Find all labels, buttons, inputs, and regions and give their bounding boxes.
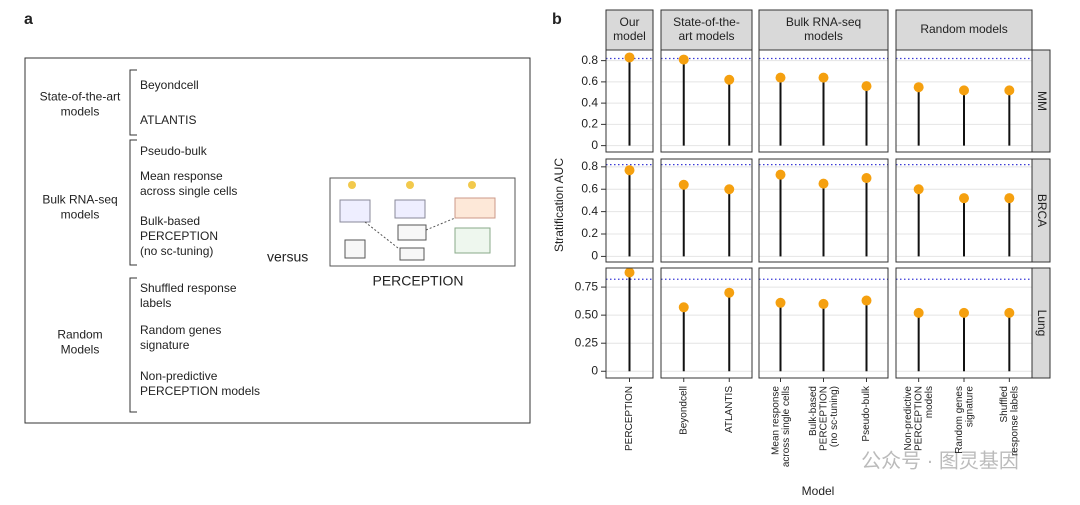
lollipop-point	[775, 297, 786, 308]
row-label: BRCA	[1035, 194, 1049, 227]
lollipop-point	[913, 307, 924, 318]
y-tick-label: 0.75	[575, 279, 599, 293]
x-tick-label: Non-predictivePERCEPTIONmodels	[903, 386, 935, 451]
y-tick-label: 0.2	[581, 226, 598, 240]
model-item: Pseudo-bulk	[140, 144, 208, 158]
perception-schematic	[329, 177, 516, 267]
facet-strip	[660, 9, 753, 51]
x-tick-label: ATLANTIS	[724, 386, 735, 433]
model-item: Non-predictive PERCEPTION models	[140, 369, 260, 398]
panel-a-frame	[24, 57, 531, 424]
model-item: Mean response across single cells	[140, 169, 237, 198]
lollipop-point	[959, 307, 969, 318]
facet-panel	[758, 158, 889, 263]
lollipop-point	[1004, 193, 1015, 204]
lollipop-point	[913, 82, 924, 93]
x-tick-label: Bulk-basedPERCEPTION(no sc-tuning)	[808, 386, 840, 451]
model-item: Random genes signature	[140, 323, 221, 352]
y-tick-label: 0.6	[581, 181, 598, 195]
facet-label: State-of-the-art models	[673, 15, 740, 43]
y-axis-label: Stratification AUC	[552, 158, 566, 252]
facet-strip	[605, 9, 654, 51]
lollipop-point	[678, 179, 689, 190]
lollipop-point	[861, 81, 872, 92]
y-tick-label: 0	[591, 249, 598, 263]
lollipop-point	[624, 165, 635, 176]
y-tick-label: 0.4	[581, 95, 598, 109]
x-tick-label: Mean responseacross single cells	[770, 386, 792, 468]
lollipop-point	[959, 85, 969, 96]
facet-panel	[605, 267, 654, 379]
perception-caption: PERCEPTION	[372, 273, 463, 289]
panel-label: a	[24, 11, 33, 28]
y-tick-label: 0.2	[581, 117, 598, 131]
lollipop-point	[724, 184, 735, 195]
versus-text: versus	[267, 249, 308, 265]
y-tick-label: 0.6	[581, 74, 598, 88]
facet-strip	[758, 9, 889, 51]
y-tick-label: 0	[591, 363, 598, 377]
bracket	[129, 69, 137, 136]
lollipop-point	[775, 169, 786, 180]
y-tick-label: 0	[591, 138, 598, 152]
model-item: Shuffled response labels	[140, 281, 237, 310]
model-item: ATLANTIS	[140, 113, 196, 127]
facet-panel	[660, 158, 753, 263]
facet-panel	[660, 49, 753, 153]
x-tick-label: Shuffledresponse labels	[999, 386, 1021, 456]
group-label: Random Models	[57, 328, 102, 357]
lollipop-point	[818, 72, 829, 83]
bracket	[129, 139, 137, 266]
y-tick-label: 0.8	[581, 159, 598, 173]
x-tick-label: PERCEPTION	[624, 386, 635, 451]
lollipop-point	[624, 52, 635, 63]
model-item: Beyondcell	[140, 78, 199, 92]
lollipop-point	[861, 295, 872, 306]
facet-panel	[660, 267, 753, 379]
y-tick-label: 0.4	[581, 204, 598, 218]
facet-strip	[895, 9, 1033, 51]
x-tick-label: Random genessignature	[953, 386, 975, 454]
y-tick-label: 0.8	[581, 53, 598, 67]
lollipop-point	[724, 74, 735, 85]
lollipop-point	[724, 287, 735, 298]
lollipop-point	[959, 193, 969, 204]
lollipop-point	[1004, 85, 1015, 96]
lollipop-point	[913, 184, 924, 195]
panel-label: b	[552, 11, 562, 28]
facet-label: Our model	[613, 15, 646, 43]
lollipop-point	[861, 173, 872, 184]
model-item: Bulk-based PERCEPTION (no sc-tuning)	[140, 214, 218, 258]
watermark: 公众号 · 图灵基因	[861, 449, 1019, 472]
group-label: State-of-the-art models	[40, 90, 121, 119]
facet-label: Random models	[920, 22, 1007, 36]
bracket	[129, 277, 137, 413]
facet-panel	[895, 49, 1033, 153]
x-tick-label: Pseudo-bulk	[861, 385, 872, 442]
row-label: MM	[1035, 91, 1049, 111]
facet-panel	[758, 49, 889, 153]
y-tick-label: 0.25	[575, 335, 599, 349]
facet-panel	[605, 158, 654, 263]
lollipop-point	[775, 72, 786, 83]
lollipop-point	[624, 267, 635, 278]
x-tick-label: Beyondcell	[678, 386, 689, 435]
lollipop-point	[818, 178, 829, 189]
group-label: Bulk RNA-seq models	[42, 193, 117, 222]
lollipop-point	[678, 302, 689, 313]
facet-panel	[895, 158, 1033, 263]
facet-label: Bulk RNA-seq models	[786, 15, 861, 43]
x-axis-label: Model	[802, 484, 835, 498]
facet-panel	[895, 267, 1033, 379]
facet-panel	[605, 49, 654, 153]
lollipop-point	[818, 298, 829, 309]
facet-panel	[758, 267, 889, 379]
lollipop-point	[1004, 307, 1015, 318]
y-tick-label: 0.50	[575, 307, 599, 321]
row-label: Lung	[1035, 310, 1049, 337]
lollipop-point	[678, 54, 689, 65]
